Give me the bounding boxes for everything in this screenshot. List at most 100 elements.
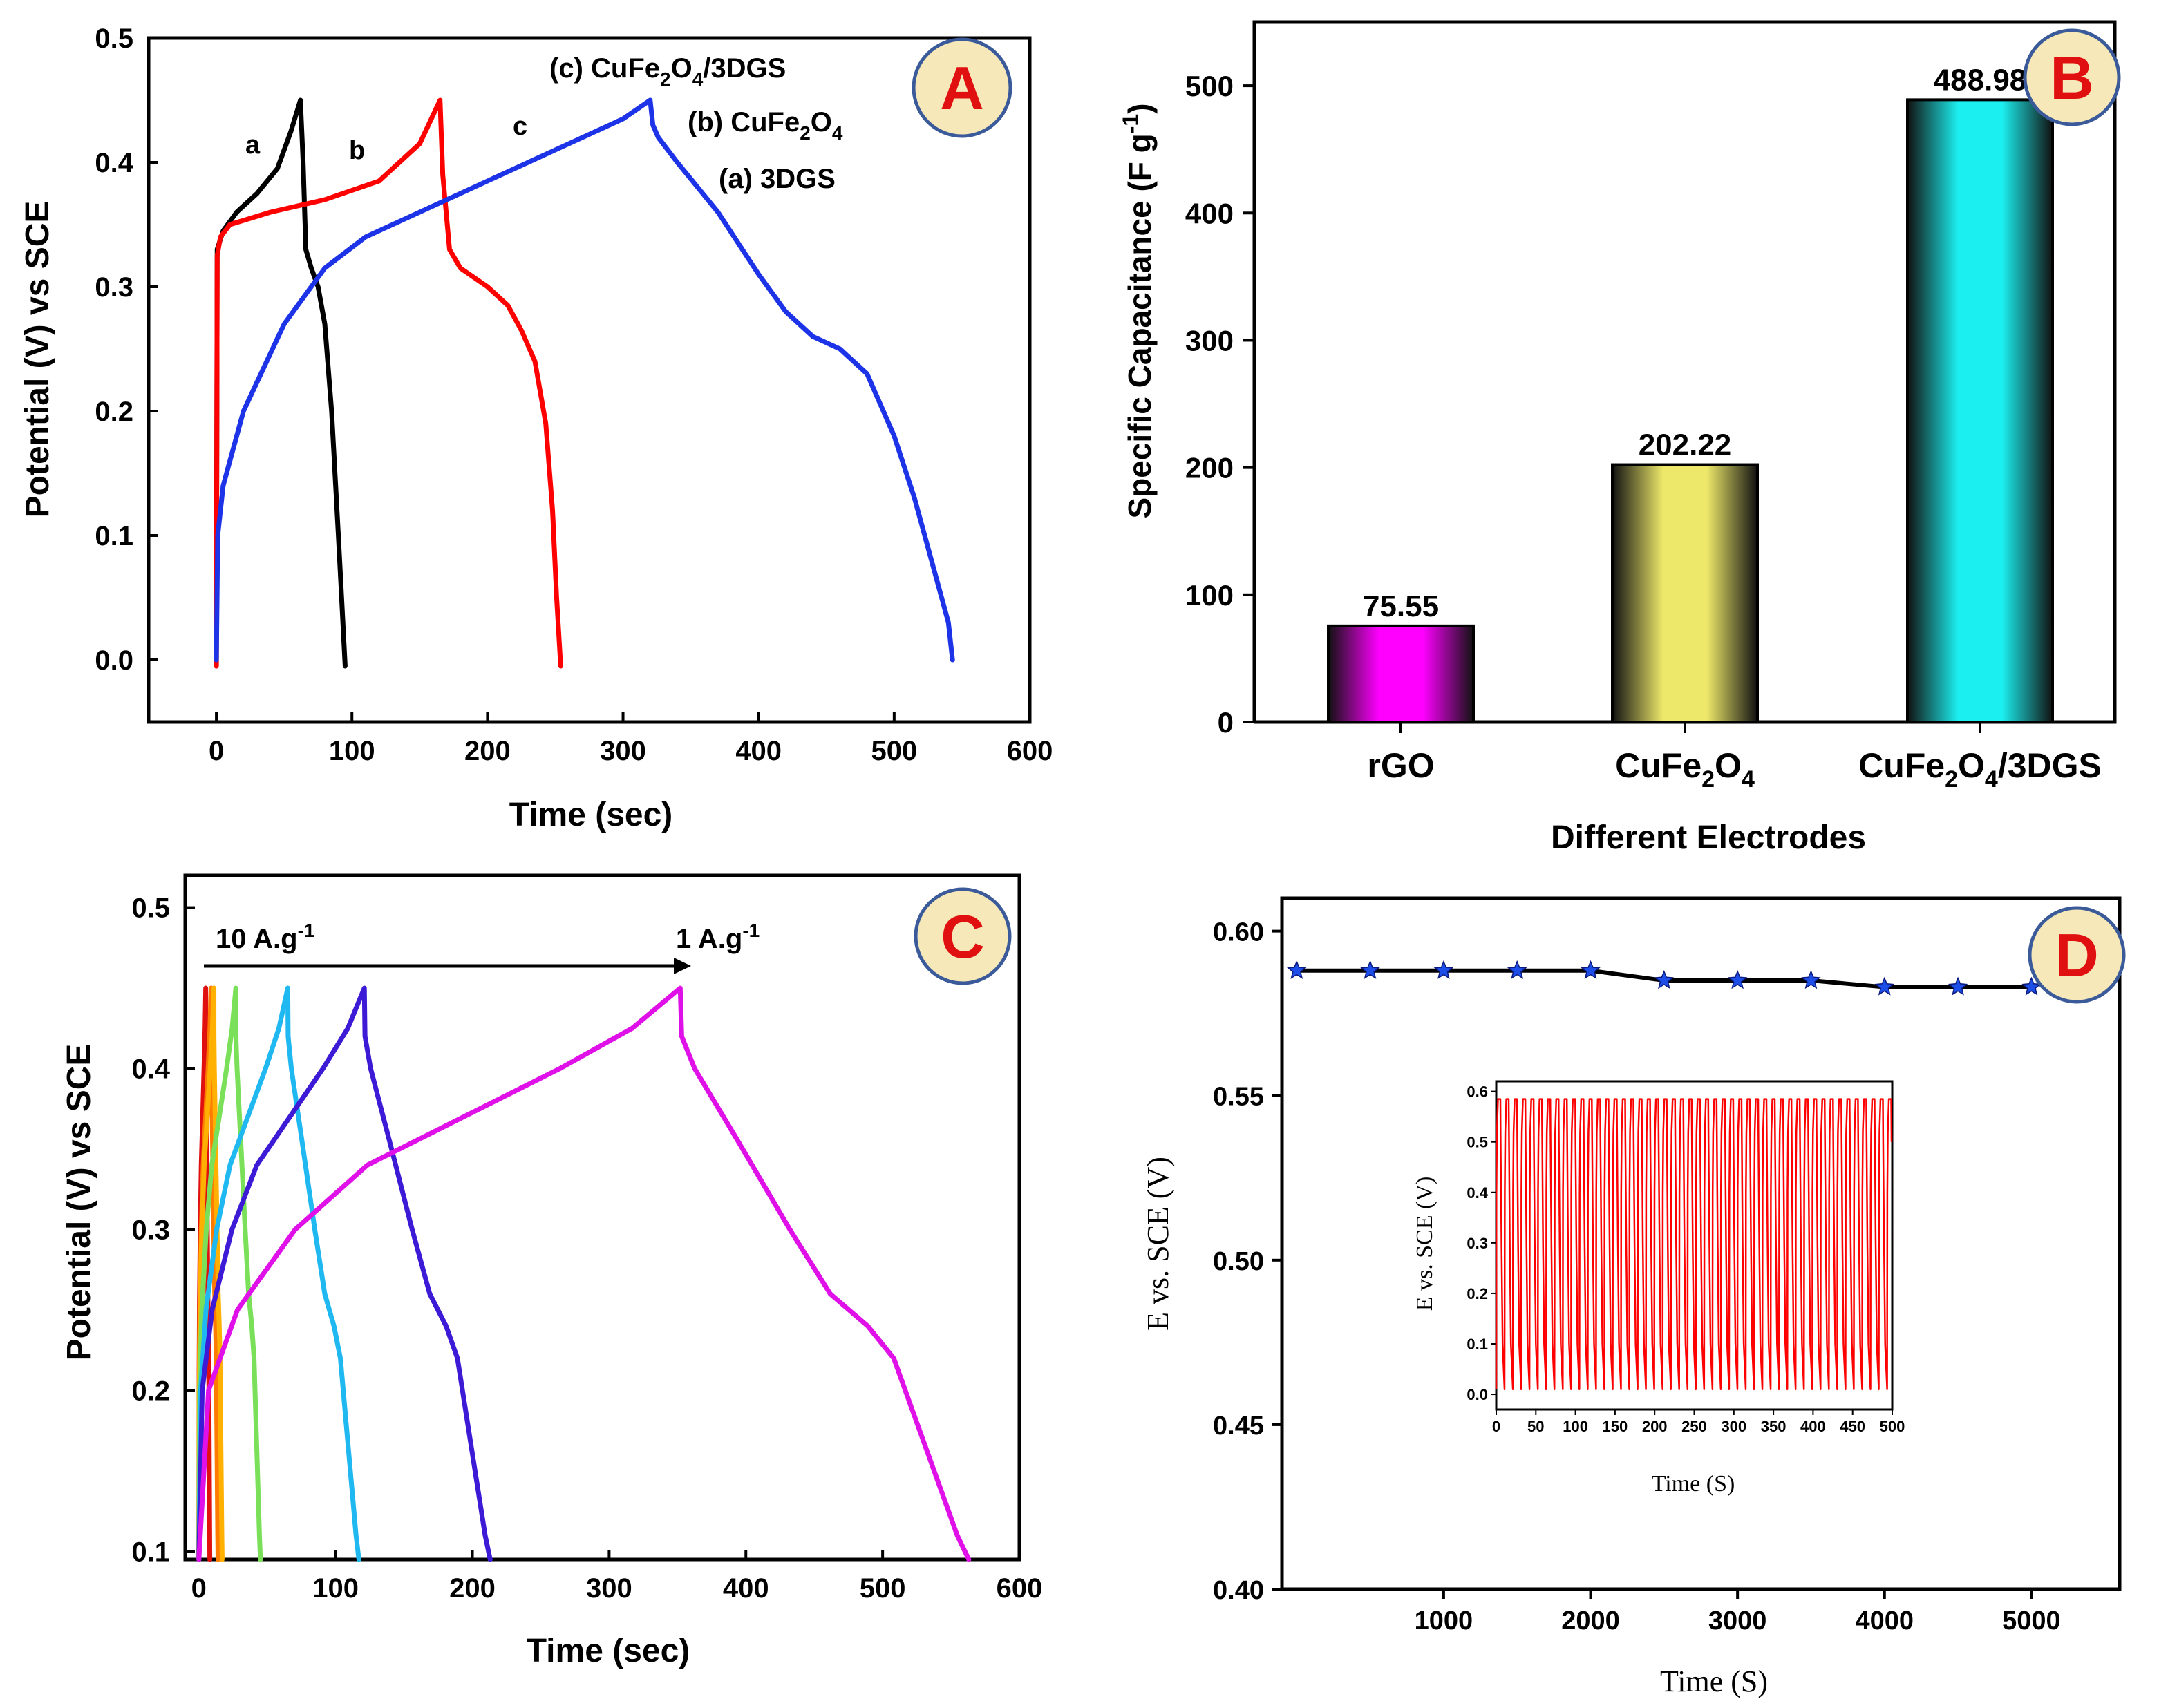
panel-d-y-tick-label: 0.50 bbox=[1213, 1247, 1264, 1276]
panel-d-inset-y-tick-label: 0.4 bbox=[1467, 1184, 1488, 1202]
panel-c-annotation-1ag-main: 1 A.g bbox=[676, 924, 742, 954]
panel-c-x-tick-label: 100 bbox=[312, 1573, 359, 1604]
panel-d-marker-6 bbox=[1727, 970, 1748, 989]
panel-b-y-axis-label-sup: -1 bbox=[1118, 114, 1143, 133]
panel-b-y-axis-label: Specific Capacitance (F g-1) bbox=[1118, 103, 1158, 518]
panel-c-annotation-1ag-sup: -1 bbox=[742, 920, 760, 941]
panel-a-x-tick-label: 200 bbox=[464, 736, 511, 766]
panel-c-y-tick-label: 0.2 bbox=[131, 1376, 170, 1406]
panel-b-cat3-part1: CuFe bbox=[1858, 746, 1945, 785]
panel-d-inset-x-axis-label: Time (S) bbox=[1652, 1471, 1735, 1497]
panel-c-series-line-6 bbox=[196, 985, 972, 1562]
panel-c-label: C bbox=[941, 902, 985, 971]
panel-d-inset-x-tick-label: 250 bbox=[1681, 1418, 1707, 1435]
panel-c-y-tick-label: 0.5 bbox=[131, 893, 170, 924]
panel-d-plot-frame bbox=[1280, 896, 2122, 1591]
panel-a-legend-c-part3: /3DGS bbox=[703, 53, 786, 84]
panel-d-inset-y-tick-label: 0.5 bbox=[1467, 1134, 1488, 1151]
panel-c-y-tick-label: 0.4 bbox=[131, 1054, 170, 1085]
panel-a-legend-b-sub4: 4 bbox=[832, 122, 843, 144]
panel-a-x-tick-label: 0 bbox=[209, 736, 224, 766]
panel-d-inset-x-tick-label: 150 bbox=[1603, 1418, 1628, 1435]
panel-d-marker-7 bbox=[1801, 970, 1821, 989]
panel-b-y-tick-label: 100 bbox=[1185, 579, 1234, 611]
panel-c-x-tick-label: 300 bbox=[586, 1573, 632, 1604]
panel-d-marker-1 bbox=[1360, 960, 1380, 979]
panel-c-plot-frame bbox=[183, 873, 1021, 1562]
panel-d-marker-0 bbox=[1287, 960, 1307, 979]
panel-a-x-tick-label: 500 bbox=[871, 736, 917, 766]
panel-d-inset-y-axis-label: E vs. SCE (V) bbox=[1412, 1177, 1437, 1311]
panel-d-inset-x-tick-label: 500 bbox=[1880, 1418, 1905, 1435]
panel-d-inset-y-tick-label: 0.6 bbox=[1467, 1083, 1488, 1101]
panel-b-bar-0 bbox=[1327, 624, 1475, 724]
panel-d-x-axis-label: Time (S) bbox=[1660, 1664, 1768, 1698]
panel-a-series-line-b bbox=[214, 97, 563, 669]
panel-a-y-tick-label: 0.0 bbox=[95, 645, 133, 676]
panel-d-inset-y-tick-label: 0.2 bbox=[1467, 1285, 1488, 1302]
panel-a: 0 100 200 300 400 500 600 0.0 0.1 0.2 0.3 0.4 0.5 Ti… bbox=[19, 23, 1053, 833]
panel-d-label-circle bbox=[2028, 906, 2126, 1004]
panel-a-label-circle bbox=[912, 37, 1012, 138]
panel-d-x-tick-label: 4000 bbox=[1856, 1606, 1914, 1635]
panel-a-plot-frame bbox=[147, 36, 1032, 724]
panel-b-y-tick-label: 400 bbox=[1185, 197, 1234, 229]
panel-c-rate-arrow-head bbox=[674, 958, 691, 974]
panel-a-legend-b-part1: (b) CuFe bbox=[688, 107, 800, 137]
panel-b-category-label-cufe2o4: CuFe2O4 bbox=[1615, 746, 1755, 793]
panel-b-cat2-part2: O bbox=[1715, 746, 1742, 785]
panel-d-label: D bbox=[2055, 921, 2099, 989]
panel-c-x-tick-label: 200 bbox=[449, 1573, 496, 1604]
panel-b-cat3-sub2: 2 bbox=[1945, 766, 1958, 793]
panel-b-bar-value-label-0: 75.55 bbox=[1363, 589, 1439, 623]
panel-a-y-tick-label: 0.5 bbox=[95, 23, 133, 54]
panel-d-y-tick-label: 0.55 bbox=[1213, 1083, 1264, 1112]
panel-a-y-tick-label: 0.3 bbox=[95, 272, 133, 303]
panel-c-annotation-10ag: 10 A.g-1 bbox=[216, 920, 314, 954]
panel-b-category-label-cufe2o4-3dgs: CuFe2O4/3DGS bbox=[1858, 746, 2102, 793]
panel-c-series bbox=[196, 985, 972, 1562]
panel-b-label-circle bbox=[2023, 28, 2121, 126]
panel-a-y-tick-label: 0.2 bbox=[95, 397, 133, 427]
panel-b-y-tick-label: 200 bbox=[1185, 452, 1234, 484]
panel-d-inset: 0 50 100 150 200 250 300 350 400 450 500 0.0 0.1 0.2 0… bbox=[1467, 1083, 1905, 1435]
panel-d-marker-2 bbox=[1433, 960, 1454, 979]
panel-d-inset-x-tick-label: 50 bbox=[1527, 1418, 1544, 1435]
panel-c-x-tick-label: 600 bbox=[997, 1573, 1043, 1604]
panel-a-y-tick-label: 0.4 bbox=[95, 148, 133, 178]
panel-c-series-line-2 bbox=[196, 985, 225, 1562]
panel-c-y-tick-label: 0.3 bbox=[131, 1215, 170, 1245]
panel-d-y-axis-label: E vs. SCE (V) bbox=[1141, 1157, 1175, 1331]
panel-d-inset-y-tick-label: 0.3 bbox=[1467, 1235, 1488, 1252]
panel-d-inset-x-tick-label: 400 bbox=[1800, 1418, 1826, 1435]
panel-d-marker-8 bbox=[1874, 976, 1895, 996]
panel-b-cat2-sub4: 4 bbox=[1742, 766, 1755, 793]
panel-b-cat3-sub4: 4 bbox=[1985, 766, 1998, 793]
panel-b-y-axis-label-main: Specific Capacitance (F g bbox=[1122, 133, 1158, 518]
panel-d-x-tick-label: 2000 bbox=[1561, 1606, 1620, 1635]
panel-c-axes: 0 100 200 300 400 500 600 0.1 0.2 0.3 0.4 0.5 bbox=[131, 893, 1042, 1604]
panel-a-x-axis-label: Time (sec) bbox=[509, 797, 673, 833]
panel-a-x-tick-label: 600 bbox=[1007, 736, 1053, 766]
panel-c: 0 100 200 300 400 500 600 0.1 0.2 0.3 0.4 0.5 Time … bbox=[61, 873, 1042, 1669]
panel-b-bar-1 bbox=[1611, 463, 1759, 724]
panel-a-curve-label-a: a bbox=[245, 131, 261, 160]
panel-c-x-tick-label: 400 bbox=[723, 1573, 769, 1604]
panel-c-y-tick-label: 0.1 bbox=[131, 1537, 170, 1567]
panel-b: 0 100 200 300 400 500 75.55 202.22 488.98 Diffe… bbox=[1118, 20, 2121, 856]
panel-d-y-tick-label: 0.40 bbox=[1213, 1576, 1264, 1605]
panel-d-x-tick-label: 5000 bbox=[2002, 1606, 2061, 1635]
panel-d-y-tick-label: 0.60 bbox=[1213, 918, 1264, 947]
panel-b-cat3-part2: O bbox=[1958, 746, 1985, 785]
panel-d-inset-series-line bbox=[1495, 1098, 1893, 1391]
panel-d-inset-x-tick-label: 300 bbox=[1721, 1418, 1746, 1435]
panel-a-curve-label-b: b bbox=[349, 136, 365, 165]
panel-c-x-tick-label: 0 bbox=[191, 1573, 207, 1604]
panel-b-category-label-rgo: rGO bbox=[1367, 746, 1434, 785]
panel-d-inset-y-tick-label: 0.0 bbox=[1467, 1386, 1488, 1403]
panel-a-x-tick-label: 100 bbox=[329, 736, 375, 766]
panel-a-legend-c-sub2: 2 bbox=[660, 68, 671, 90]
panel-b-bar-2 bbox=[1906, 98, 2054, 723]
panel-d-inset-x-tick-label: 450 bbox=[1840, 1418, 1865, 1435]
